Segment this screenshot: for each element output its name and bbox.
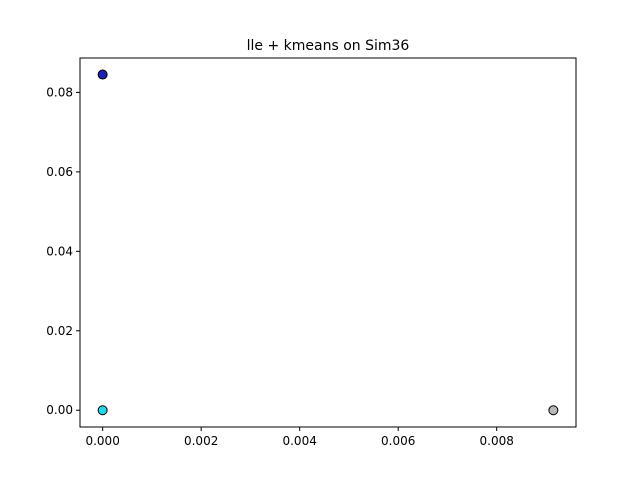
x-tick-label: 0.002 — [184, 434, 218, 448]
plot-frame — [79, 57, 577, 428]
y-tick-label: 0.08 — [46, 85, 73, 99]
data-point — [548, 405, 559, 416]
x-tick-label: 0.004 — [282, 434, 316, 448]
y-tick-label: 0.04 — [46, 244, 73, 258]
data-points — [97, 69, 559, 416]
y-tick-label: 0.02 — [46, 324, 73, 338]
data-point — [97, 405, 108, 416]
y-tick-label: 0.06 — [46, 165, 73, 179]
x-tick-label: 0.000 — [85, 434, 119, 448]
chart-title: lle + kmeans on Sim36 — [247, 38, 410, 54]
axis-ticks: 0.000 0.002 0.004 0.006 0.008 0.00 0.02 0.04 0.0… — [46, 85, 514, 448]
y-tick-label: 0.00 — [46, 403, 73, 417]
x-tick-label: 0.006 — [381, 434, 415, 448]
data-point — [97, 69, 108, 80]
x-tick-label: 0.008 — [480, 434, 514, 448]
